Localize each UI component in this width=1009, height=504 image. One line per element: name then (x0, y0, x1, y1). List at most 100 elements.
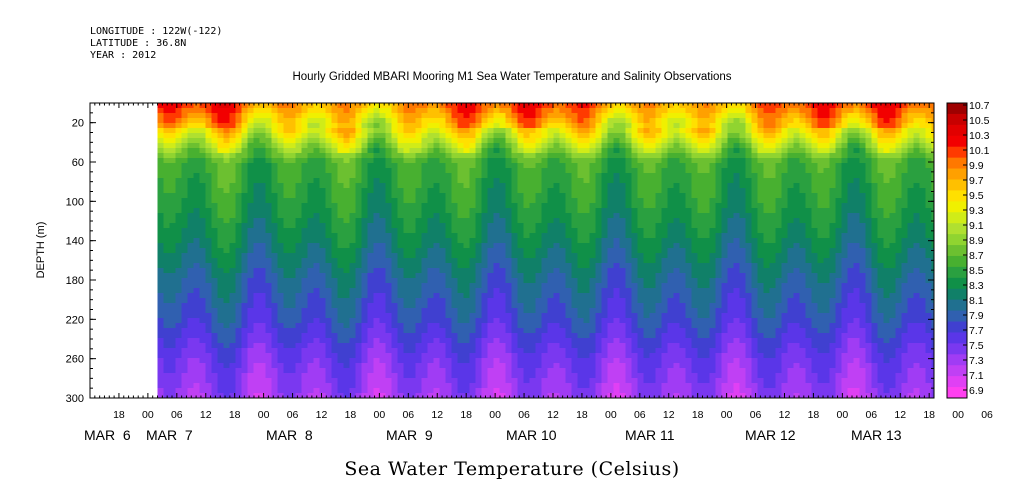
heatmap-cell (403, 243, 411, 249)
heatmap-cell (361, 298, 369, 304)
heatmap-cell (613, 328, 621, 334)
heatmap-cell (181, 243, 189, 249)
heatmap-cell (661, 188, 669, 194)
heatmap-cell (397, 148, 405, 154)
heatmap-cell (427, 328, 435, 334)
heatmap-cell (391, 138, 399, 144)
heatmap-cell (613, 203, 621, 209)
heatmap-cell (613, 258, 621, 264)
heatmap-cell (205, 238, 213, 244)
heatmap-cell (451, 338, 459, 344)
heatmap-cell (619, 278, 627, 284)
heatmap-cell (397, 258, 405, 264)
heatmap-cell (373, 213, 381, 219)
heatmap-cell (421, 373, 429, 379)
heatmap-cell (661, 148, 669, 154)
heatmap-cell (541, 298, 549, 304)
heatmap-cell (355, 193, 363, 199)
heatmap-cell (271, 248, 279, 254)
heatmap-cell (169, 238, 177, 244)
heatmap-cell (415, 188, 423, 194)
heatmap-cell (475, 128, 483, 134)
heatmap-cell (169, 108, 177, 114)
heatmap-cell (349, 148, 357, 154)
heatmap-cell (289, 198, 297, 204)
heatmap-cell (547, 158, 555, 164)
heatmap-cell (337, 243, 345, 249)
heatmap-cell (439, 283, 447, 289)
heatmap-cell (457, 363, 465, 369)
heatmap-cell (367, 373, 375, 379)
heatmap-cell (247, 368, 255, 374)
heatmap-cell (241, 158, 249, 164)
heatmap-cell (571, 203, 579, 209)
heatmap-cell (541, 128, 549, 134)
heatmap-cell (235, 263, 243, 269)
heatmap-cell (547, 223, 555, 229)
heatmap-cell (595, 158, 603, 164)
heatmap-cell (619, 223, 627, 229)
heatmap-cell (613, 193, 621, 199)
heatmap-cell (265, 348, 273, 354)
heatmap-cell (193, 393, 201, 398)
heatmap-cell (307, 138, 315, 144)
heatmap-cell (223, 388, 231, 394)
heatmap-cell (595, 243, 603, 249)
heatmap-cell (355, 293, 363, 299)
heatmap-cell (475, 373, 483, 379)
heatmap-cell (403, 258, 411, 264)
heatmap-cell (355, 283, 363, 289)
heatmap-cell (415, 198, 423, 204)
heatmap-cell (181, 203, 189, 209)
heatmap-cell (307, 113, 315, 119)
heatmap-cell (481, 158, 489, 164)
heatmap-cell (397, 243, 405, 249)
heatmap-cell (649, 258, 657, 264)
heatmap-cell (457, 273, 465, 279)
heatmap-cell (313, 288, 321, 294)
heatmap-cell (193, 328, 201, 334)
heatmap-cell (511, 228, 519, 234)
heatmap-cell (217, 273, 225, 279)
heatmap-cell (625, 108, 633, 114)
heatmap-cell (271, 243, 279, 249)
heatmap-cell (223, 278, 231, 284)
heatmap-cell (595, 123, 603, 129)
heatmap-cell (595, 223, 603, 229)
heatmap-cell (607, 158, 615, 164)
heatmap-cell (439, 383, 447, 389)
heatmap-cell (319, 248, 327, 254)
heatmap-cell (457, 183, 465, 189)
heatmap-cell (373, 248, 381, 254)
heatmap-cell (241, 338, 249, 344)
heatmap-cell (613, 243, 621, 249)
heatmap-cell (661, 253, 669, 259)
heatmap-cell (577, 173, 585, 179)
heatmap-cell (313, 228, 321, 234)
heatmap-cell (289, 348, 297, 354)
heatmap-cell (337, 183, 345, 189)
heatmap-cell (493, 233, 501, 239)
heatmap-cell (457, 333, 465, 339)
heatmap-cell (373, 283, 381, 289)
heatmap-cell (211, 338, 219, 344)
heatmap-cell (229, 363, 237, 369)
heatmap-cell (505, 348, 513, 354)
heatmap-cell (373, 118, 381, 124)
heatmap-cell (307, 298, 315, 304)
heatmap-cell (535, 388, 543, 394)
heatmap-cell (451, 108, 459, 114)
heatmap-cell (247, 288, 255, 294)
heatmap-cell (559, 248, 567, 254)
heatmap-cell (565, 233, 573, 239)
heatmap-cell (349, 388, 357, 394)
heatmap-cell (601, 368, 609, 374)
heatmap-cell (349, 173, 357, 179)
heatmap-cell (487, 223, 495, 229)
heatmap-cell (565, 363, 573, 369)
heatmap-cell (661, 263, 669, 269)
heatmap-cell (331, 298, 339, 304)
heatmap-cell (493, 353, 501, 359)
heatmap-cell (391, 283, 399, 289)
heatmap-cell (469, 163, 477, 169)
